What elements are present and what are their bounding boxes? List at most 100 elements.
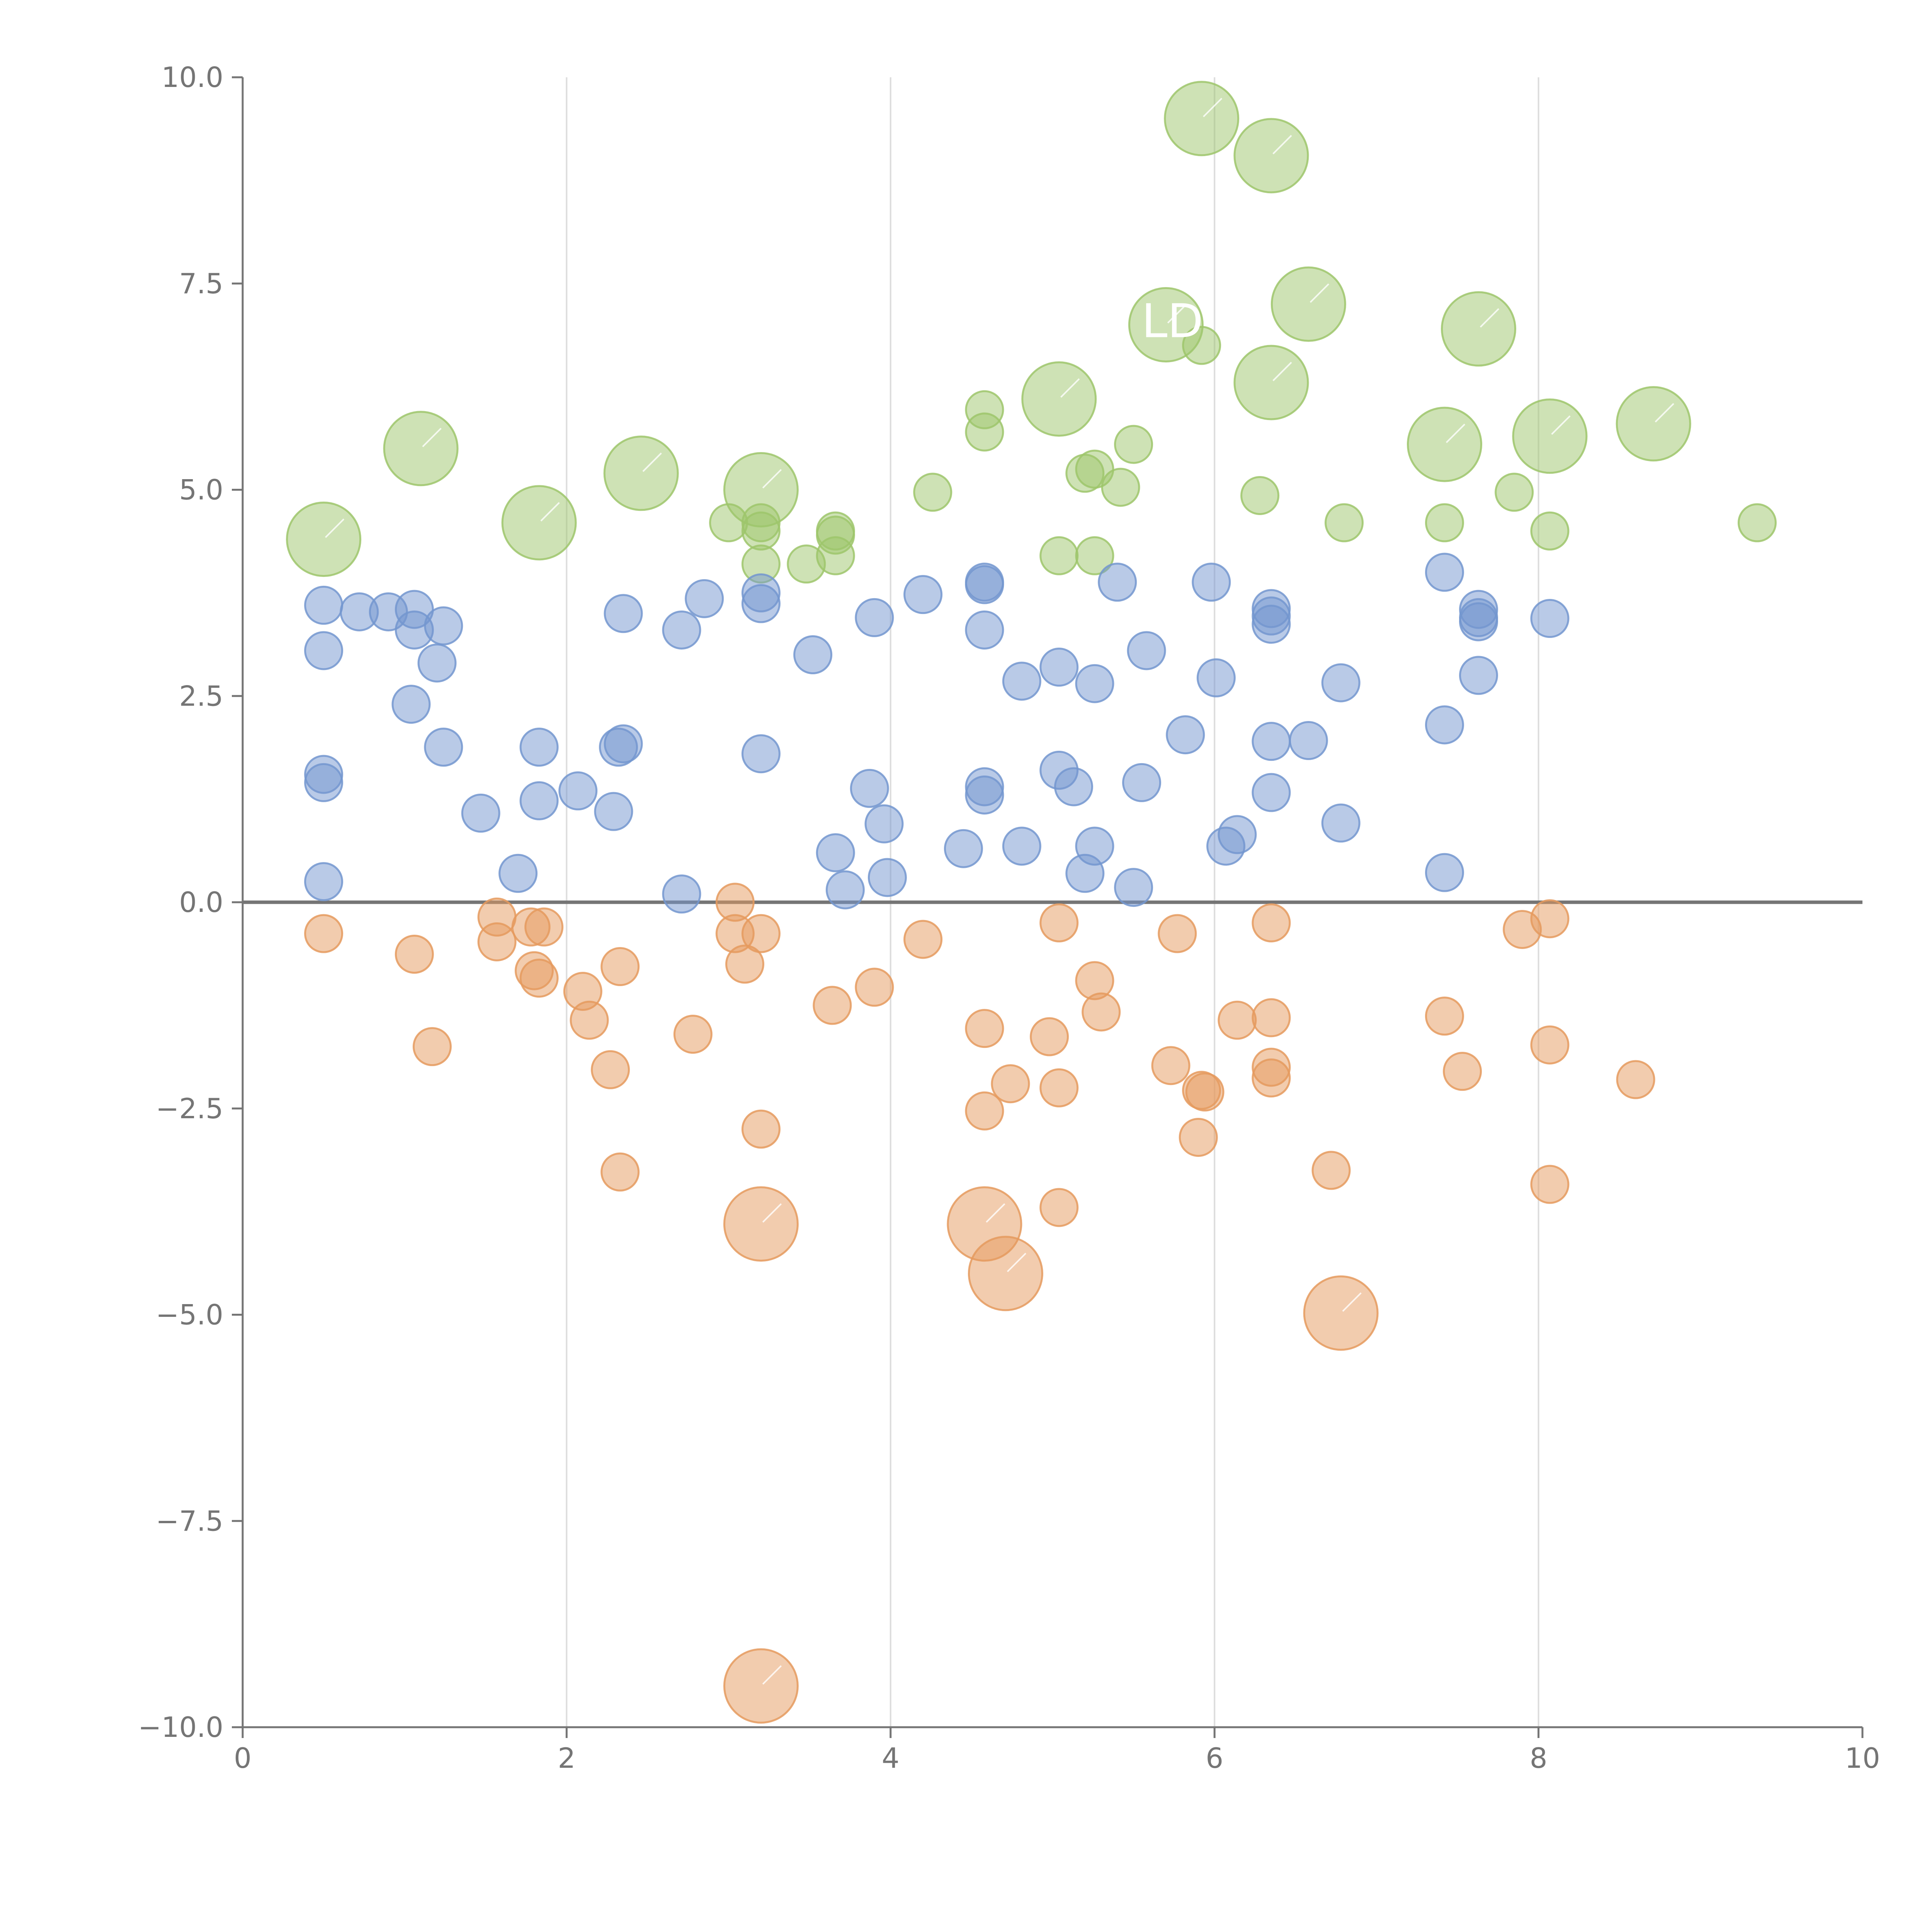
y-tick-label: 10.0 (162, 61, 223, 94)
data-point (1002, 662, 1041, 701)
data-point (1240, 476, 1280, 515)
series-green (286, 81, 1777, 584)
data-point (965, 1009, 1004, 1048)
y-tick-label: 0.0 (179, 886, 223, 918)
data-point (1039, 648, 1079, 687)
data-point (1075, 664, 1114, 703)
data-point (944, 829, 983, 868)
data-point (813, 986, 852, 1025)
data-point (1114, 868, 1153, 907)
data-point (1289, 721, 1328, 760)
data-point (1459, 602, 1498, 641)
point-marker-line (642, 452, 662, 472)
data-point (286, 502, 362, 577)
point-marker-line (1202, 98, 1223, 117)
data-point (1030, 1017, 1069, 1056)
data-point (723, 1648, 799, 1724)
data-point (1738, 503, 1777, 543)
data-point (965, 775, 1004, 815)
data-point (1406, 406, 1482, 482)
data-point (1530, 599, 1570, 638)
data-point (461, 793, 500, 833)
data-point (1082, 992, 1121, 1032)
data-point (424, 728, 463, 767)
data-point (1039, 536, 1079, 575)
data-point (1530, 511, 1570, 551)
data-point (1321, 803, 1361, 843)
series-blue (304, 553, 1570, 914)
data-point (1196, 658, 1236, 697)
point-marker-line (762, 1203, 782, 1223)
point-marker-line (1167, 304, 1187, 324)
data-point (519, 781, 559, 820)
data-point (1233, 345, 1309, 420)
x-tick-label: 6 (1206, 1742, 1223, 1774)
data-point (1495, 473, 1534, 512)
y-tick-label: −10.0 (138, 1711, 223, 1743)
data-point (673, 1015, 713, 1054)
data-point (1616, 1060, 1655, 1099)
data-point (855, 968, 894, 1007)
data-point (1512, 398, 1588, 474)
data-point (1443, 1052, 1482, 1091)
data-point (965, 412, 1004, 452)
data-point (1218, 1000, 1257, 1040)
data-point (1425, 503, 1464, 543)
data-point (662, 610, 701, 650)
data-point (383, 411, 459, 486)
x-tick-label: 0 (234, 1742, 252, 1774)
data-point (1002, 827, 1041, 866)
data-point (1127, 631, 1166, 670)
data-point (864, 804, 904, 844)
data-point (965, 565, 1004, 604)
point-marker-line (986, 1203, 1005, 1223)
data-point (1252, 722, 1291, 761)
point-marker-line (1342, 1292, 1362, 1312)
data-point (662, 874, 701, 914)
data-point (519, 728, 559, 767)
data-point (1252, 998, 1291, 1037)
data-point (1054, 767, 1093, 806)
data-point (741, 584, 781, 623)
data-point (304, 631, 344, 670)
point-marker-line (1655, 403, 1674, 423)
point-marker-line (1551, 415, 1571, 435)
data-point (903, 920, 943, 959)
point-annotation: LD (1142, 295, 1203, 349)
data-point (1425, 853, 1464, 892)
data-point (1021, 361, 1097, 437)
data-point (304, 585, 344, 625)
data-point (1039, 1188, 1079, 1227)
data-point (991, 1064, 1030, 1104)
data-point (558, 771, 598, 811)
data-point (1425, 705, 1464, 745)
data-point (793, 635, 833, 674)
data-point (424, 606, 463, 646)
data-point (685, 579, 724, 618)
data-point (1098, 563, 1137, 602)
data-point (965, 610, 1004, 650)
y-tick-label: 7.5 (179, 267, 223, 300)
axes: 10.0 7.5 5.0 2.5 0.0 −2.5 −5.0 −7.5 −10.0 0 2 4 6 8 10 (138, 61, 1880, 1774)
data-point (1218, 815, 1257, 854)
data-point (741, 1109, 781, 1149)
point-marker-line (1272, 135, 1292, 155)
y-tick-label: −5.0 (156, 1299, 223, 1331)
data-point (501, 485, 577, 561)
data-point (1166, 715, 1205, 755)
data-point (604, 594, 643, 633)
point-marker-line (1480, 308, 1500, 328)
point-marker-line (1446, 423, 1466, 443)
x-tick-label: 4 (882, 1742, 900, 1774)
data-point (304, 763, 344, 802)
data-point (850, 769, 889, 808)
data-point (1252, 903, 1291, 942)
data-point (741, 734, 781, 774)
point-marker-line (1310, 283, 1330, 303)
data-point (570, 1000, 609, 1040)
data-point (594, 792, 633, 831)
data-point (1270, 266, 1346, 342)
data-point (965, 1091, 1004, 1131)
data-point (1325, 503, 1364, 543)
data-point (1192, 563, 1231, 602)
